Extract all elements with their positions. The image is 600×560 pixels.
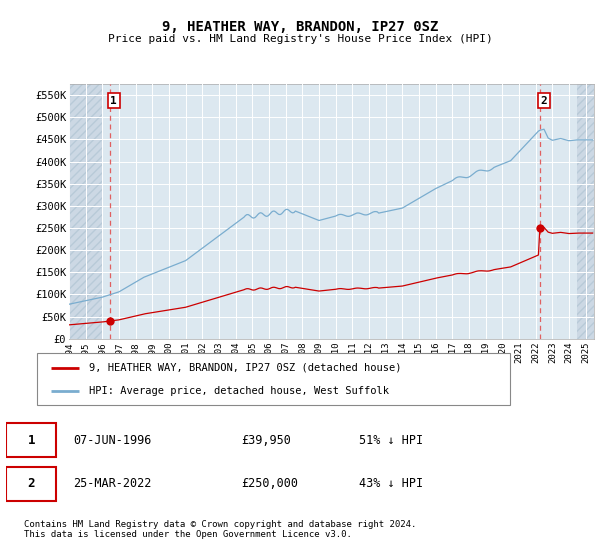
Text: 2: 2 — [28, 477, 35, 491]
Bar — [577, 84, 594, 339]
Text: Price paid vs. HM Land Registry's House Price Index (HPI): Price paid vs. HM Land Registry's House … — [107, 34, 493, 44]
Text: £39,950: £39,950 — [241, 433, 291, 447]
Text: 1: 1 — [28, 433, 35, 447]
Text: 51% ↓ HPI: 51% ↓ HPI — [359, 433, 423, 447]
FancyBboxPatch shape — [6, 423, 56, 457]
Text: £250,000: £250,000 — [241, 477, 298, 491]
Text: 43% ↓ HPI: 43% ↓ HPI — [359, 477, 423, 491]
Text: 9, HEATHER WAY, BRANDON, IP27 0SZ: 9, HEATHER WAY, BRANDON, IP27 0SZ — [162, 20, 438, 34]
Text: 9, HEATHER WAY, BRANDON, IP27 0SZ (detached house): 9, HEATHER WAY, BRANDON, IP27 0SZ (detac… — [89, 363, 401, 373]
Text: 25-MAR-2022: 25-MAR-2022 — [74, 477, 152, 491]
Text: HPI: Average price, detached house, West Suffolk: HPI: Average price, detached house, West… — [89, 386, 389, 396]
Bar — [69, 84, 103, 339]
FancyBboxPatch shape — [37, 353, 510, 405]
Text: 07-JUN-1996: 07-JUN-1996 — [74, 433, 152, 447]
FancyBboxPatch shape — [6, 467, 56, 501]
Text: 2: 2 — [540, 96, 547, 106]
Text: Contains HM Land Registry data © Crown copyright and database right 2024.
This d: Contains HM Land Registry data © Crown c… — [24, 520, 416, 539]
Text: 1: 1 — [110, 96, 117, 106]
